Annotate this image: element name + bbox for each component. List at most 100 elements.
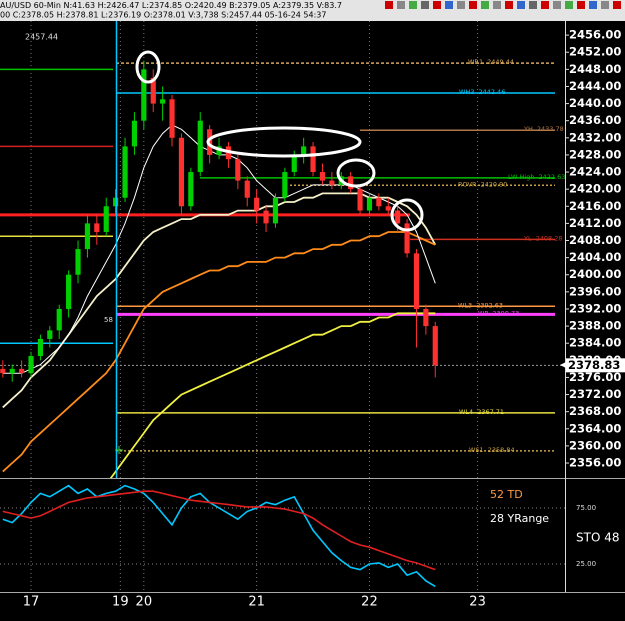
- y-tick-label: 2384.00: [569, 336, 621, 350]
- candle-body: [37, 338, 44, 357]
- candle-body: [188, 172, 194, 207]
- stoch-tick-label: 75.00: [576, 504, 596, 512]
- toolbar-icon[interactable]: [493, 1, 501, 9]
- level-name: ROVR: [458, 180, 477, 188]
- x-tick-label: 19: [112, 595, 129, 610]
- candle-body: [263, 210, 269, 224]
- stoch-label: 52 TD: [490, 488, 523, 501]
- candle-body: [141, 69, 147, 121]
- candle-body: [244, 180, 250, 198]
- toolbar-icons: [385, 1, 621, 9]
- session-marker: [115, 446, 123, 454]
- toolbar-icon[interactable]: [421, 1, 429, 9]
- toolbar-icon[interactable]: [385, 1, 393, 9]
- level-value: 2390.73: [492, 309, 519, 317]
- toolbar-icon[interactable]: [397, 1, 405, 9]
- level-name: WL4: [459, 408, 473, 416]
- level-name: WR1: [468, 58, 483, 66]
- toolbar-icon[interactable]: [481, 1, 489, 9]
- level-value: 2422.63: [538, 173, 565, 181]
- level-value: 2449.44: [487, 58, 514, 66]
- candle-body: [207, 129, 213, 155]
- y-tick-label: 2428.00: [569, 147, 621, 161]
- y-tick-label: 2356.00: [569, 456, 621, 470]
- moving-average: [2, 231, 436, 473]
- level-name: WH3: [459, 88, 474, 96]
- stochastic: [2, 484, 436, 588]
- toolbar-icon[interactable]: [433, 1, 441, 9]
- moving-average: [2, 192, 437, 409]
- level-value: 2358.84: [488, 446, 515, 454]
- levels: WR1 2449.44 WH3 2442.46 YH 2433.78 LW High 2422…: [0, 58, 565, 454]
- candle-body: [9, 368, 15, 374]
- y-tick-label: 2436.00: [569, 113, 621, 127]
- x-tick-label: 23: [469, 595, 486, 610]
- candle-body: [272, 197, 279, 224]
- candle-body: [291, 154, 297, 173]
- candle-body: [329, 180, 335, 185]
- candle-body: [150, 77, 156, 104]
- candle-body: [84, 223, 91, 250]
- x-tick-label: 22: [361, 595, 378, 610]
- level-name: WP: [478, 309, 488, 317]
- x-tick-label: 17: [23, 595, 40, 610]
- candle-body: [282, 172, 288, 198]
- candle-body: [160, 99, 166, 104]
- current-price-box: [566, 358, 625, 373]
- stoch-label: 28 YRange: [490, 512, 549, 525]
- y-tick-label: 2400.00: [569, 267, 621, 281]
- y-tick-label: 2420.00: [569, 182, 621, 196]
- candle-body: [0, 368, 6, 374]
- price-pointer: [560, 362, 566, 368]
- highlight-ellipse: [336, 158, 376, 188]
- toolbar-icon[interactable]: [529, 1, 537, 9]
- level-name: LW High: [508, 173, 534, 181]
- toolbar-icon[interactable]: [577, 1, 585, 9]
- y-tick-label: 2360.00: [569, 438, 621, 452]
- candle-body: [131, 120, 138, 147]
- candles: [0, 60, 438, 382]
- candle-body: [357, 189, 363, 211]
- candle-body: [56, 308, 62, 331]
- candle-body: [310, 146, 316, 173]
- y-tick-label: 2456.00: [569, 28, 621, 42]
- candle-body: [413, 253, 420, 309]
- x-tick-label: 20: [136, 595, 153, 610]
- annotation: 58: [104, 316, 113, 324]
- toolbar-icon[interactable]: [469, 1, 477, 9]
- y-tick-label: 2452.00: [569, 45, 621, 59]
- candle-body: [19, 368, 25, 374]
- status-bar: [0, 0, 625, 21]
- toolbar-icon[interactable]: [409, 1, 417, 9]
- stoch-line: [2, 484, 436, 588]
- y-tick-label: 2448.00: [569, 62, 621, 76]
- candle-body: [348, 176, 354, 190]
- y-tick-label: 2432.00: [569, 130, 621, 144]
- level-name: YL: [523, 234, 532, 242]
- y-tick-label: 2392.00: [569, 301, 621, 315]
- toolbar-icon[interactable]: [457, 1, 465, 9]
- level-value: 2433.78: [537, 125, 564, 133]
- y-tick-label: 2396.00: [569, 284, 621, 298]
- candle-body: [103, 206, 109, 232]
- highlight-ellipse: [206, 126, 362, 158]
- toolbar-icon[interactable]: [517, 1, 525, 9]
- current-price-label: 2378.83: [568, 358, 620, 372]
- toolbar-icon[interactable]: [613, 1, 621, 9]
- y-tick-label: 2416.00: [569, 199, 621, 213]
- candle-body: [178, 137, 185, 207]
- toolbar-icon[interactable]: [445, 1, 453, 9]
- candle-body: [423, 308, 429, 327]
- candle-body: [395, 210, 401, 224]
- candle-body: [113, 197, 119, 207]
- y-tick-label: 2444.00: [569, 79, 621, 93]
- toolbar-icon[interactable]: [505, 1, 513, 9]
- candle-body: [122, 146, 128, 198]
- toolbar-icon[interactable]: [565, 1, 573, 9]
- candle-body: [376, 197, 382, 207]
- toolbar-icon[interactable]: [553, 1, 561, 9]
- candle-body: [254, 197, 260, 211]
- toolbar-icon[interactable]: [541, 1, 549, 9]
- toolbar-icon[interactable]: [601, 1, 609, 9]
- toolbar-icon[interactable]: [589, 1, 597, 9]
